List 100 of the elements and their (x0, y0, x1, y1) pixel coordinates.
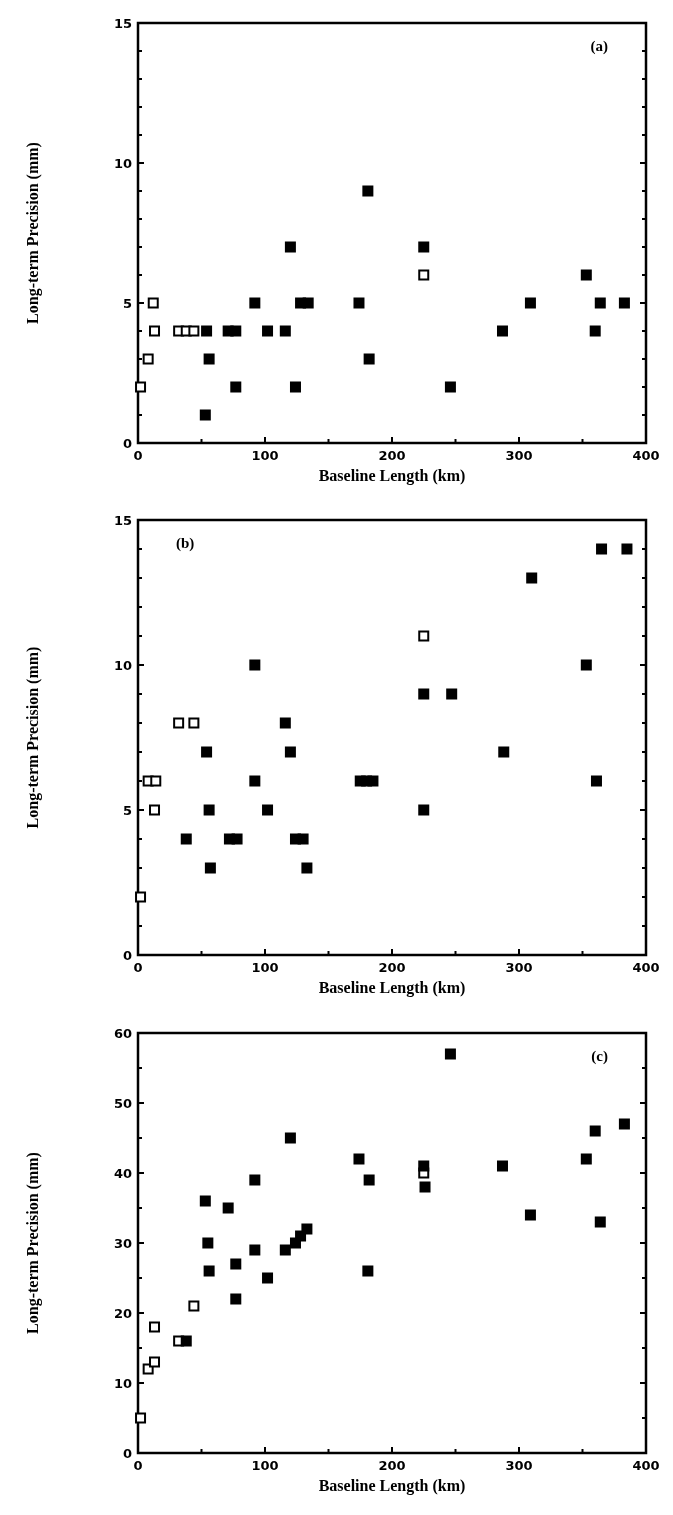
point (362, 185, 374, 197)
point (363, 353, 375, 365)
point (526, 572, 538, 584)
point (231, 833, 243, 845)
point (580, 1153, 592, 1165)
y-tick-label: 0 (122, 1446, 132, 1461)
point (621, 543, 633, 555)
point (249, 775, 261, 787)
point (594, 1216, 606, 1228)
y-tick-label: 50 (113, 1096, 132, 1111)
point (353, 297, 365, 309)
x-tick-label: 200 (378, 960, 406, 975)
point (418, 804, 430, 816)
y-tick-label: 0 (122, 436, 132, 451)
point (203, 804, 215, 816)
point (180, 1335, 192, 1347)
point (418, 630, 430, 642)
point (444, 1048, 456, 1060)
point (580, 269, 592, 281)
point (180, 833, 192, 845)
point (135, 891, 147, 903)
x-axis-title: Baseline Length (km) (318, 979, 466, 997)
point (618, 1118, 630, 1130)
point (446, 688, 458, 700)
y-axis-title: Long-term Precision (mm) (24, 142, 42, 324)
point (203, 353, 215, 365)
x-tick-label: 200 (378, 1458, 406, 1473)
x-tick-label: 300 (505, 960, 533, 975)
x-axis-title: Baseline Length (km) (318, 467, 466, 485)
point (418, 688, 430, 700)
point (301, 1223, 313, 1235)
x-tick-label: 200 (378, 448, 406, 463)
point (199, 1195, 211, 1207)
point (279, 325, 291, 337)
point (262, 804, 274, 816)
point (301, 862, 313, 874)
point (279, 1244, 291, 1256)
y-axis-title: Long-term Precision (mm) (24, 1152, 42, 1334)
point (418, 1160, 430, 1172)
annotation: (b) (176, 535, 195, 552)
y-tick-label: 40 (113, 1166, 132, 1181)
point (249, 297, 261, 309)
point (262, 325, 274, 337)
point (222, 1202, 234, 1214)
point (444, 381, 456, 393)
point (367, 775, 379, 787)
point (149, 325, 161, 337)
point (230, 1258, 242, 1270)
point (590, 775, 602, 787)
point (589, 1125, 601, 1137)
point (297, 833, 309, 845)
point (363, 1174, 375, 1186)
y-tick-label: 5 (122, 803, 132, 818)
x-tick-label: 100 (251, 1458, 279, 1473)
point (249, 659, 261, 671)
x-tick-label: 300 (505, 448, 533, 463)
point (230, 325, 242, 337)
point (173, 717, 185, 729)
x-tick-label: 400 (632, 448, 660, 463)
y-tick-label: 60 (113, 1026, 132, 1041)
point (147, 297, 159, 309)
point (188, 717, 200, 729)
x-tick-label: 100 (251, 448, 279, 463)
point (524, 1209, 536, 1221)
point (279, 717, 291, 729)
point (353, 1153, 365, 1165)
point (496, 325, 508, 337)
y-tick-label: 0 (122, 948, 132, 963)
point (618, 297, 630, 309)
point (230, 381, 242, 393)
point (362, 1265, 374, 1277)
annotation: (a) (590, 38, 608, 55)
y-tick-label: 20 (113, 1306, 132, 1321)
point (498, 746, 510, 758)
point (199, 409, 211, 421)
point (284, 1132, 296, 1144)
point (594, 297, 606, 309)
point (418, 269, 430, 281)
annotation: (c) (591, 1048, 608, 1065)
point (149, 1356, 161, 1368)
point (201, 746, 213, 758)
point (419, 1181, 431, 1193)
point (142, 353, 154, 365)
point (596, 543, 608, 555)
point (202, 1237, 214, 1249)
point (284, 241, 296, 253)
x-tick-label: 400 (632, 960, 660, 975)
point (249, 1174, 261, 1186)
x-axis-title: Baseline Length (km) (318, 1477, 466, 1495)
y-tick-label: 10 (113, 658, 132, 673)
point (150, 775, 162, 787)
y-tick-label: 15 (113, 513, 132, 528)
y-axis-title: Long-term Precision (mm) (24, 646, 42, 829)
point (302, 297, 314, 309)
y-tick-label: 10 (113, 156, 132, 171)
x-tick-label: 0 (133, 960, 143, 975)
y-tick-label: 5 (122, 296, 132, 311)
x-tick-label: 100 (251, 960, 279, 975)
x-tick-label: 400 (632, 1458, 660, 1473)
point (188, 325, 200, 337)
